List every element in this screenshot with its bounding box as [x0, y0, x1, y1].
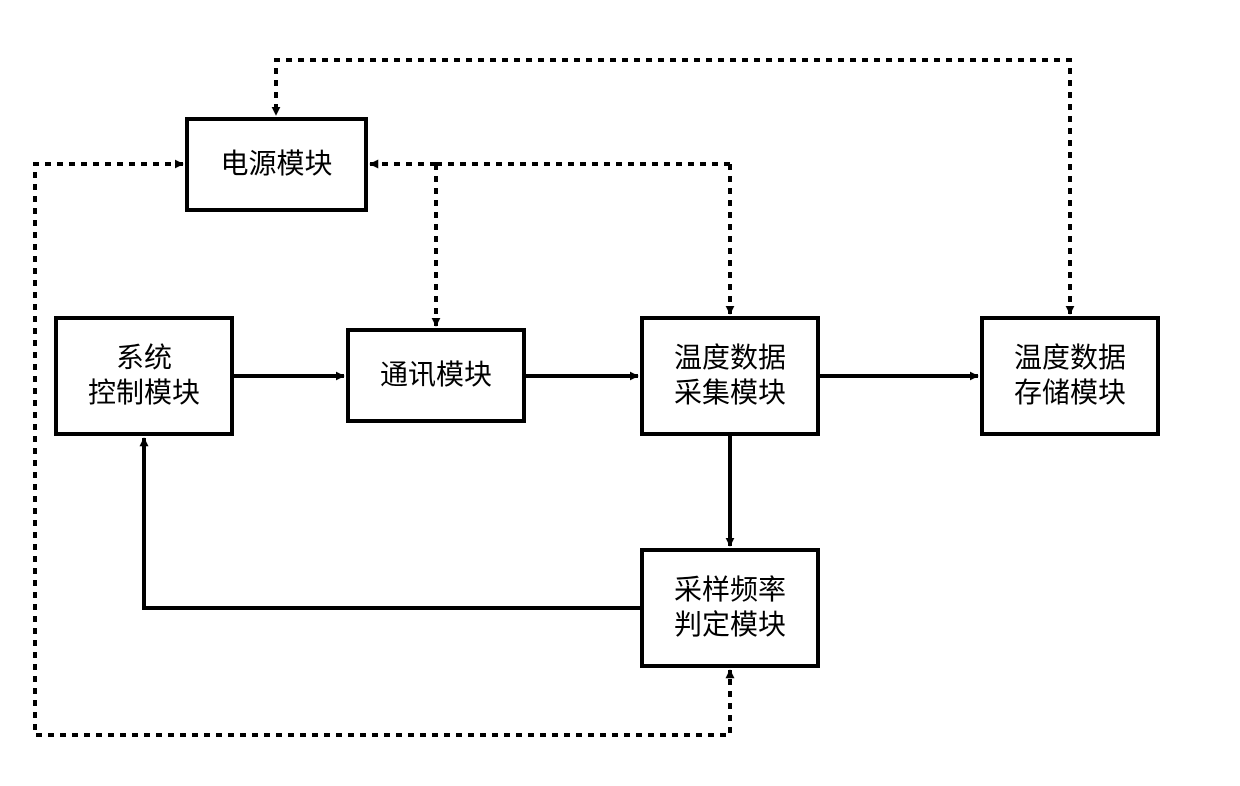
node-sampling: 采样频率 判定模块 — [640, 548, 820, 668]
node-storage: 温度数据 存储模块 — [980, 316, 1160, 436]
node-sysctrl: 系统 控制模块 — [54, 316, 234, 436]
node-comm-label: 通讯模块 — [380, 358, 492, 393]
node-collect-label: 温度数据 采集模块 — [674, 341, 786, 411]
node-collect: 温度数据 采集模块 — [640, 316, 820, 436]
diagram-canvas: 电源模块 系统 控制模块 通讯模块 温度数据 采集模块 温度数据 存储模块 采样… — [0, 0, 1240, 786]
edge-power-sysctrl-rail — [35, 164, 730, 735]
node-comm: 通讯模块 — [346, 328, 526, 423]
edge-power-storage — [276, 60, 1070, 314]
node-power-label: 电源模块 — [220, 147, 332, 182]
node-sampling-label: 采样频率 判定模块 — [674, 573, 786, 643]
node-storage-label: 温度数据 存储模块 — [1014, 341, 1126, 411]
edge-sampling-sysctrl — [144, 438, 640, 608]
node-power: 电源模块 — [185, 117, 368, 212]
node-sysctrl-label: 系统 控制模块 — [88, 341, 200, 411]
